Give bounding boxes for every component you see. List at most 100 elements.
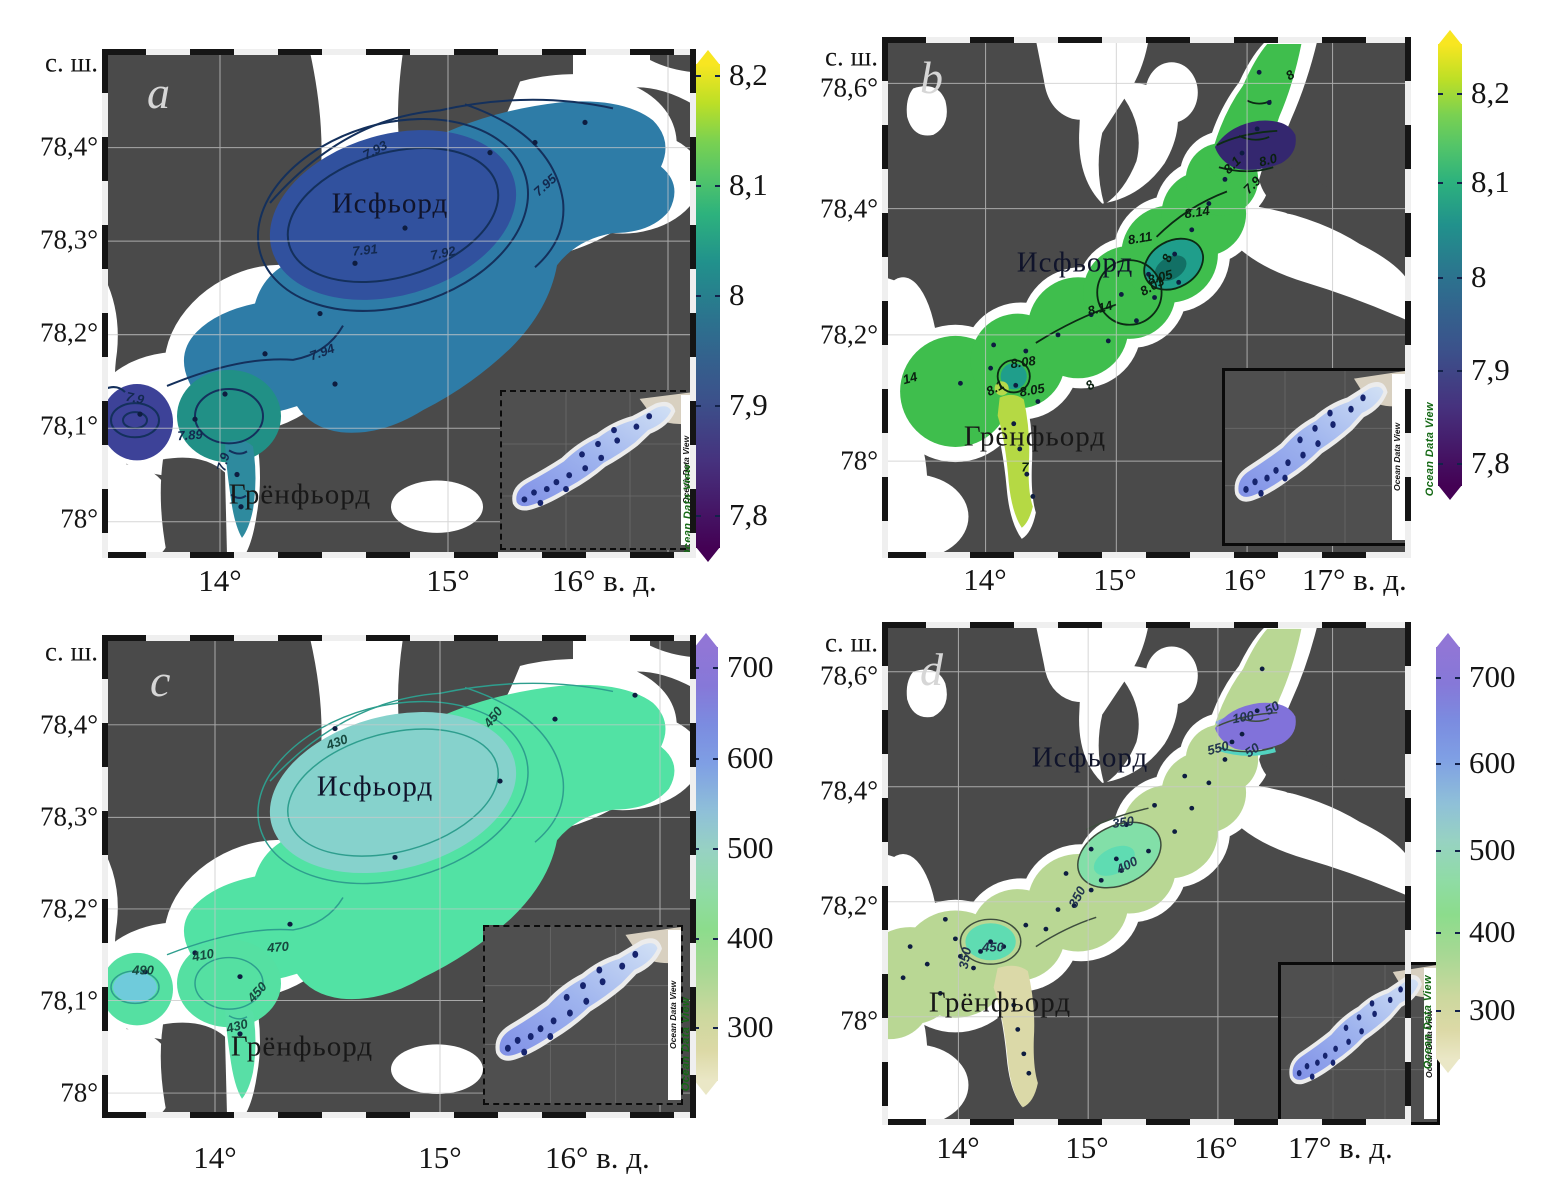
lat-tick: 78,2° <box>39 317 98 348</box>
lon-tick: 14° <box>193 1140 237 1175</box>
lon-tick: 15° <box>426 563 470 598</box>
place-label-isfjord: Исфьорд <box>331 187 449 220</box>
place-label-gronfjord: Грёнфьорд <box>963 420 1107 453</box>
map-c: c Исфьорд Грёнфьорд 430 450 490 410 470 … <box>102 635 696 1118</box>
colorbar-arrow-bottom <box>696 547 720 562</box>
contour-label: 7.89 <box>176 426 204 444</box>
colorbar-tick: 8,2 <box>729 57 768 92</box>
land-detail <box>1098 98 1346 216</box>
contour-label: 350 <box>1111 813 1135 831</box>
lat-tick: 78,2° <box>819 890 878 921</box>
lat-tick: 78,4° <box>39 709 98 740</box>
inset-map <box>502 392 694 548</box>
lat-tick: 78° <box>840 445 878 476</box>
colorbar-arrow-bottom <box>694 1080 718 1095</box>
land-detail <box>1098 681 1346 794</box>
frame <box>102 49 696 55</box>
lat-axis-label: с. ш. <box>44 636 98 667</box>
map-a-svg <box>105 52 693 555</box>
lat-axis-label: с. ш. <box>44 47 98 78</box>
lat-tick: 78,1° <box>39 410 98 441</box>
map-d: d Исфьорд Грёнфьорд 50 100 550 50 350 40… <box>882 622 1440 1125</box>
colorbar: 700 600 500 400 300 Ocean Data View <box>1422 633 1531 1073</box>
lon-tick: 15° <box>1093 562 1137 597</box>
inset-odv-credit: Ocean Data View <box>1392 374 1405 540</box>
colorbar-tick: 7,9 <box>1471 352 1510 387</box>
lon-tick: 17° в. д. <box>1288 1130 1393 1165</box>
lat-axis-label: с. ш. <box>824 627 878 658</box>
place-label-gronfjord: Грёнфьорд <box>928 986 1072 1019</box>
colorbar-tick: 400 <box>727 920 774 955</box>
colorbar: 700 600 500 400 300 Ocean Data View <box>680 633 789 1095</box>
overview-inset: Ocean Data View <box>1278 962 1440 1125</box>
colorbar-tick: 7,8 <box>729 497 768 532</box>
lat-tick: 78,2° <box>819 319 878 350</box>
contours <box>105 98 614 499</box>
colorbar-tick: 8 <box>729 277 745 312</box>
colorbar-arrow-bottom <box>1436 1058 1460 1073</box>
colorbar-tick: 7,9 <box>729 387 768 422</box>
map-a: a Исфьорд Грёнфьорд 7.93 7.95 7.91 7.92 … <box>102 49 696 558</box>
lon-tick: 17° в. д. <box>1302 562 1407 597</box>
lat-tick: 78° <box>60 1077 98 1108</box>
overview-inset: Ocean Data View <box>500 390 696 550</box>
colorbar-tick: 300 <box>1469 992 1516 1027</box>
colorbar-arrow-top <box>696 50 720 65</box>
colorbar-tick: 700 <box>1469 659 1516 694</box>
colorbar-tick: 8,2 <box>1471 75 1510 110</box>
map-b: b Исфьорд Грёнфьорд 8 8.0 8.1 7.9 8.14 8… <box>882 37 1411 558</box>
lat-tick: 78,3° <box>39 224 98 255</box>
lat-tick: 78° <box>60 503 98 534</box>
place-label-isfjord: Исфьорд <box>1031 741 1149 774</box>
lat-tick: 78,4° <box>819 775 878 806</box>
contour-label: 450 <box>982 939 1004 955</box>
station-dots <box>900 666 1265 1076</box>
lat-tick: 78,6° <box>819 660 878 691</box>
panel-letter: c <box>150 655 171 706</box>
lat-axis-label: с. ш. <box>824 41 878 72</box>
inset-map <box>1281 965 1437 1122</box>
lon-tick: 14° <box>936 1130 980 1165</box>
station-dots <box>142 692 638 1037</box>
lon-tick: 15° <box>1065 1130 1109 1165</box>
inset-map <box>1225 371 1405 543</box>
lat-tick: 78,4° <box>819 193 878 224</box>
contour-label: 7.91 <box>351 241 379 259</box>
colorbar-tick: 7,8 <box>1471 445 1510 480</box>
contours <box>110 682 614 1020</box>
colorbar-tick: 400 <box>1469 914 1516 949</box>
frame <box>102 635 696 641</box>
lon-tick: 14° <box>963 562 1007 597</box>
lat-tick: 78,2° <box>39 893 98 924</box>
colorbar-gradient <box>1438 44 1462 486</box>
lat-tick: 78,4° <box>39 131 98 162</box>
odv-credit: Ocean Data View <box>1424 401 1436 496</box>
colorbar-arrow-top <box>1436 633 1460 648</box>
colorbar-gradient <box>696 64 720 548</box>
colorbar-arrow-bottom <box>1438 485 1462 500</box>
lat-tick: 78° <box>840 1005 878 1036</box>
colorbar-arrow-top <box>1438 30 1462 45</box>
colorbar-tick: 700 <box>727 649 774 684</box>
frame <box>882 622 1411 628</box>
contour-label: 490 <box>132 962 154 978</box>
contour-label: 470 <box>266 938 290 956</box>
place-label-gronfjord: Грёнфьорд <box>230 1030 374 1063</box>
lon-tick: 15° <box>418 1140 462 1175</box>
lat-tick: 78,1° <box>39 985 98 1016</box>
place-label-isfjord: Исфьорд <box>316 770 434 803</box>
panel-letter: d <box>920 644 943 695</box>
inset-map <box>485 927 681 1103</box>
data-field <box>885 628 1302 1108</box>
colorbar-tick: 8,1 <box>729 167 768 202</box>
colorbar-tick: 500 <box>727 830 774 865</box>
overview-inset: Ocean Data View <box>1222 368 1408 546</box>
colorbar-tick: 500 <box>1469 832 1516 867</box>
station-dots <box>137 119 588 510</box>
colorbar-gradient <box>694 647 718 1081</box>
map-c-svg <box>105 638 693 1115</box>
lon-tick: 16° в. д. <box>552 563 657 598</box>
colorbar-tick: 300 <box>727 1009 774 1044</box>
panel-letter: b <box>920 52 943 103</box>
